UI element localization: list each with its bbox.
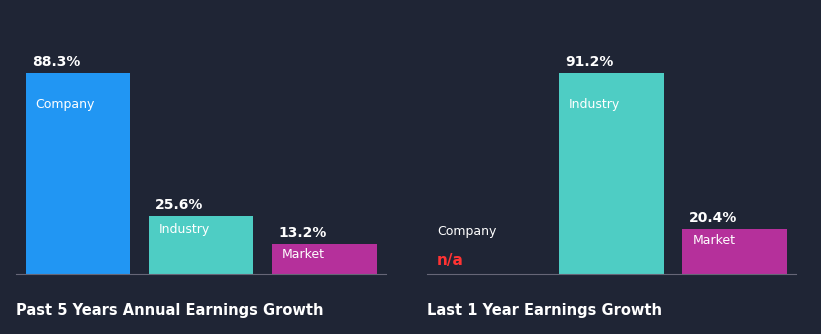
Text: Past 5 Years Annual Earnings Growth: Past 5 Years Annual Earnings Growth — [16, 303, 324, 318]
Text: Industry: Industry — [158, 223, 210, 236]
Text: 88.3%: 88.3% — [32, 55, 80, 69]
Text: Last 1 Year Earnings Growth: Last 1 Year Earnings Growth — [427, 303, 662, 318]
Text: 91.2%: 91.2% — [566, 55, 614, 69]
Bar — [149, 216, 254, 274]
Text: Company: Company — [437, 225, 496, 238]
Text: Company: Company — [35, 98, 95, 111]
Bar — [25, 73, 131, 274]
Text: 13.2%: 13.2% — [278, 226, 327, 240]
Bar — [682, 229, 787, 274]
Text: 25.6%: 25.6% — [155, 198, 204, 212]
Bar — [559, 73, 664, 274]
Text: Industry: Industry — [569, 98, 621, 111]
Bar — [272, 244, 377, 274]
Text: Market: Market — [692, 234, 736, 247]
Text: Market: Market — [282, 247, 325, 261]
Text: n/a: n/a — [437, 253, 464, 268]
Text: 20.4%: 20.4% — [689, 211, 737, 225]
